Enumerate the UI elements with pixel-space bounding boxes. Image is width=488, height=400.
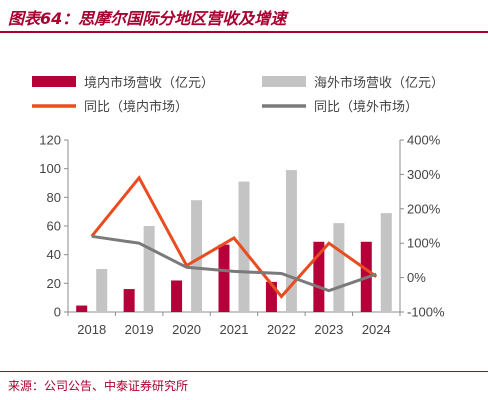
legend-label: 同比（境内市场）: [84, 99, 188, 115]
y-right-tick-label: 200%: [407, 201, 441, 216]
chart-legend: 境内市场营收（亿元） 海外市场营收（亿元） 同比（境内市场） 同比（境外市场）: [32, 75, 444, 115]
x-tick-label: 2021: [220, 322, 249, 337]
x-tick-label: 2019: [125, 322, 154, 337]
legend-label: 海外市场营收（亿元）: [314, 75, 444, 91]
bar-domestic-revenue: [76, 305, 88, 312]
bar-overseas-revenue: [333, 223, 345, 312]
bar-domestic-revenue: [218, 244, 230, 312]
bar-domestic-revenue: [313, 241, 325, 312]
y-right-tick-label: -100%: [407, 305, 445, 320]
y-right-tick-label: 0%: [407, 270, 426, 285]
bar-overseas-revenue: [191, 200, 203, 312]
title-divider: [0, 31, 488, 33]
source-note: 来源：公司公告、中泰证券研究所: [8, 379, 189, 393]
chart-axes: 0 20 40 60 80 100 120 -100% 0% 100% 200% 300% 400% 20…: [39, 133, 445, 338]
y-left-tick-label: 60: [47, 219, 61, 234]
x-tick-label: 2022: [267, 322, 296, 337]
y-left-tick-label: 40: [47, 247, 61, 262]
x-tick-label: 2018: [77, 322, 106, 337]
figure-header: 图表64：思摩尔国际分地区营收及增速: [0, 0, 488, 30]
line-series: [90, 175, 378, 299]
y-right-tick-label: 100%: [407, 236, 441, 251]
bar-domestic-revenue: [265, 281, 277, 312]
figure-title: 图表64：思摩尔国际分地区营收及增速: [8, 9, 287, 28]
bar-overseas-revenue: [238, 181, 250, 312]
source-divider: [0, 371, 488, 372]
bar-overseas-revenue: [285, 170, 297, 312]
x-tick-label: 2020: [172, 322, 201, 337]
legend-swatch: [262, 76, 306, 87]
line-overseas-yoy: [91, 234, 377, 293]
line-domestic-yoy: [90, 175, 378, 299]
revenue-chart: 境内市场营收（亿元） 海外市场营收（亿元） 同比（境内市场） 同比（境外市场） 0 20…: [32, 75, 445, 338]
y-left-tick-label: 20: [47, 276, 61, 291]
y-left-tick-label: 100: [39, 161, 61, 176]
x-tick-label: 2024: [362, 322, 391, 337]
bar-overseas-revenue: [96, 269, 108, 312]
bar-overseas-revenue: [380, 213, 392, 312]
legend-label: 境内市场营收（亿元）: [84, 75, 214, 91]
y-right-tick-label: 300%: [407, 167, 441, 182]
bar-domestic-revenue: [123, 289, 135, 312]
x-tick-label: 2023: [314, 322, 343, 337]
bar-domestic-revenue: [171, 280, 183, 312]
y-left-tick-label: 80: [47, 190, 61, 205]
bar-overseas-revenue: [143, 226, 155, 312]
y-left-tick-label: 120: [39, 133, 61, 148]
legend-label: 同比（境外市场）: [314, 99, 418, 115]
y-left-tick-label: 0: [54, 305, 61, 320]
legend-swatch: [32, 76, 76, 87]
y-right-tick-label: 400%: [407, 133, 441, 148]
